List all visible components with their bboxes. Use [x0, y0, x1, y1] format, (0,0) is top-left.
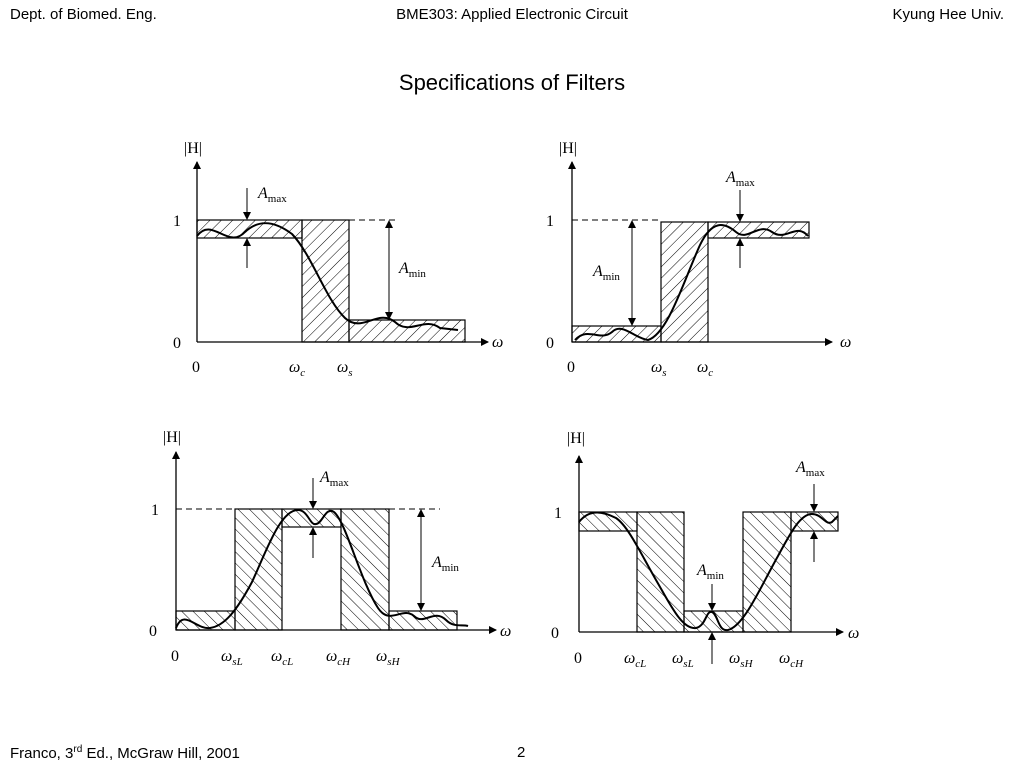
lowpass-x-tick-ws: ωs — [337, 359, 353, 379]
bandstop-response-curve — [578, 511, 839, 632]
bandpass-x-tick-wcl: ωcL — [271, 648, 293, 668]
bandstop-x-tick-wsh: ωsH — [729, 650, 754, 670]
header-course: BME303: Applied Electronic Circuit — [396, 6, 628, 23]
slide-title: Specifications of Filters — [398, 70, 626, 95]
lowpass-response-curve — [196, 222, 459, 331]
highpass-response-curve — [574, 224, 809, 342]
highpass-x-tick-0: 0 — [567, 359, 575, 376]
highpass-x-tick-wc: ωc — [697, 359, 713, 379]
lowpass-x-tick-wc: ωc — [289, 359, 305, 379]
bandpass-x-tick-0: 0 — [171, 648, 179, 665]
lowpass-y-axis-label: |H| — [184, 140, 202, 157]
bandstop-a-max-label: Amax — [795, 459, 825, 479]
bandpass-x-axis-symbol: ω — [500, 623, 511, 640]
bandstop-x-tick-wcl: ωcL — [624, 650, 646, 670]
bandstop-y-tick-1: 1 — [554, 505, 562, 522]
bandstop-axes — [575, 455, 844, 636]
bandstop-shaded-regions — [578, 511, 839, 633]
highpass-x-tick-ws: ωs — [651, 359, 667, 379]
footer-citation-superscript: rd — [73, 744, 83, 755]
highpass-y-tick-0: 0 — [546, 335, 554, 352]
header-dept: Dept. of Biomed. Eng. — [10, 6, 157, 23]
highpass-a-max-label: Amax — [725, 169, 755, 189]
highpass-y-axis-label: |H| — [559, 140, 577, 157]
bandstop-x-tick-wch: ωcH — [779, 650, 804, 670]
footer-citation-part: Ed., McGraw Hill, 2001 — [82, 745, 240, 762]
bandstop-a-min-label: Amin — [696, 562, 724, 582]
lowpass-shaded-regions — [196, 219, 466, 343]
bandpass-y-tick-1: 1 — [151, 502, 159, 519]
bandpass-response-curve — [175, 508, 469, 630]
bandpass-a-max-label: Amax — [319, 469, 349, 489]
bandpass-x-tick-wch: ωcH — [326, 648, 351, 668]
lowpass-y-tick-1: 1 — [173, 213, 181, 230]
bandpass-shaded-regions — [175, 508, 458, 631]
bandstop-x-axis-symbol: ω — [848, 625, 859, 642]
bandpass-a-min-label: Amin — [431, 554, 459, 574]
highpass-a-min-label: Amin — [592, 263, 620, 283]
header-university: Kyung Hee Univ. — [892, 6, 1004, 23]
lowpass-x-tick-0: 0 — [192, 359, 200, 376]
bandstop-y-axis-label: |H| — [567, 430, 585, 447]
lowpass-y-tick-0: 0 — [173, 335, 181, 352]
lowpass-axes — [193, 161, 489, 346]
lowpass-a-max-label: Amax — [257, 185, 287, 205]
highpass-x-axis-symbol: ω — [840, 334, 851, 351]
page-number: 2 — [517, 744, 526, 761]
bandpass-x-tick-wsl: ωsL — [221, 648, 243, 668]
lowpass-x-axis-symbol: ω — [492, 334, 503, 351]
bandpass-y-tick-0: 0 — [149, 623, 157, 640]
bandstop-y-tick-0: 0 — [551, 625, 559, 642]
bandpass-y-axis-label: |H| — [163, 429, 181, 446]
lowpass-a-min-label: Amin — [398, 260, 426, 280]
highpass-axes — [568, 161, 833, 346]
bandstop-x-tick-0: 0 — [574, 650, 582, 667]
bandpass-x-tick-wsh: ωsH — [376, 648, 401, 668]
footer-citation-part: Franco, 3 — [10, 745, 74, 762]
highpass-shaded-regions — [571, 221, 810, 343]
footer-citation: Franco, 3rd Ed., McGraw Hill, 2001 — [10, 744, 240, 762]
bandstop-x-tick-wsl: ωsL — [672, 650, 694, 670]
highpass-y-tick-1: 1 — [546, 213, 554, 230]
bandpass-axes — [172, 451, 497, 634]
